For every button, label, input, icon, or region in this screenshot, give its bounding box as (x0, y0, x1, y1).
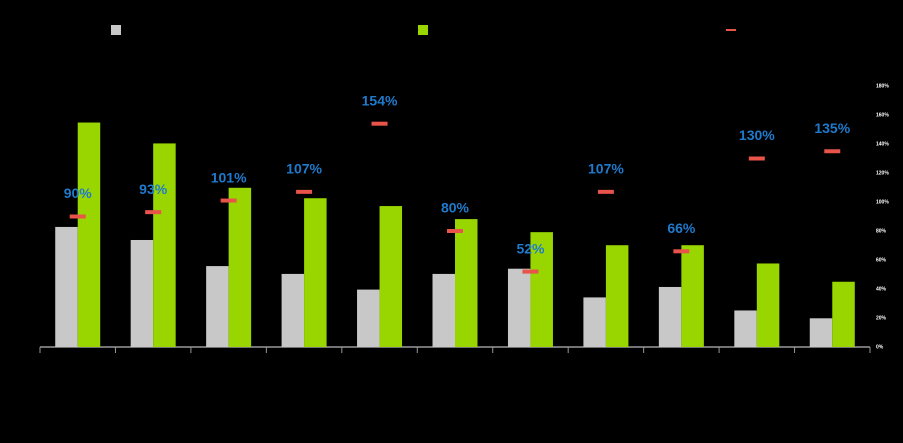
data-label: 107% (286, 161, 322, 177)
bar (357, 289, 380, 347)
data-label: 90% (64, 185, 93, 201)
marker (447, 229, 463, 233)
data-label: 93% (139, 181, 168, 197)
data-label: 66% (667, 220, 696, 236)
marker (824, 149, 841, 154)
marker (597, 189, 614, 194)
marker (522, 269, 539, 274)
bar (55, 226, 78, 347)
y2-tick-label: 100% (876, 199, 889, 205)
bar (304, 198, 327, 347)
bar (228, 187, 252, 347)
data-label: 101% (211, 169, 247, 185)
marker (748, 156, 765, 161)
data-label: 130% (739, 127, 775, 143)
bar (379, 206, 403, 347)
data-label: 52% (516, 240, 545, 256)
data-label: 107% (588, 161, 624, 177)
data-label: 154% (362, 92, 398, 108)
bar (455, 219, 478, 347)
bar (605, 245, 629, 347)
legend-swatch (111, 25, 121, 35)
bar (432, 273, 455, 347)
data-label: 135% (814, 120, 850, 136)
bar (734, 310, 757, 347)
bar (583, 297, 606, 347)
y2-tick-label: 120% (876, 170, 889, 176)
y2-tick-label: 40% (876, 286, 887, 292)
bar (77, 122, 101, 347)
bar (756, 263, 780, 347)
y2-tick-label: 20% (876, 315, 887, 321)
bar (206, 266, 229, 347)
y2-tick-label: 0% (876, 344, 884, 350)
y2-tick-label: 140% (876, 141, 889, 147)
bar (658, 286, 682, 347)
y2-tick-label: 60% (876, 257, 887, 263)
y2-tick-label: 180% (876, 83, 889, 89)
marker (145, 210, 162, 215)
marker (673, 249, 690, 254)
bar (153, 143, 176, 347)
marker (220, 198, 237, 203)
data-label: 80% (441, 200, 470, 216)
legend-swatch (726, 29, 736, 31)
bar (281, 273, 305, 347)
y2-tick-label: 80% (876, 228, 887, 234)
legend-swatch (418, 25, 428, 35)
marker (296, 189, 313, 194)
bar (130, 239, 154, 347)
bar (530, 232, 553, 347)
marker (69, 214, 86, 219)
bar (832, 281, 855, 347)
bar (681, 245, 704, 347)
bar (809, 318, 833, 347)
marker (371, 121, 388, 126)
bar (507, 268, 531, 347)
y2-tick-label: 160% (876, 112, 889, 118)
